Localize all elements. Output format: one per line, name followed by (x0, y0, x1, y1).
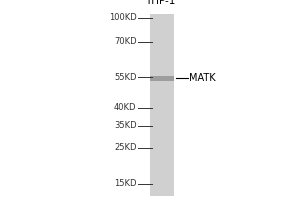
Text: 15KD: 15KD (114, 180, 136, 188)
Text: MATK: MATK (189, 73, 216, 83)
Text: 40KD: 40KD (114, 104, 136, 112)
Text: 55KD: 55KD (114, 72, 136, 82)
Text: 25KD: 25KD (114, 144, 136, 152)
Bar (150, 14, 174, 196)
Text: 70KD: 70KD (114, 38, 136, 46)
Bar (150, 75, 174, 80)
Text: 35KD: 35KD (114, 121, 136, 130)
Text: THP-1: THP-1 (145, 0, 176, 6)
Text: 100KD: 100KD (109, 14, 136, 22)
